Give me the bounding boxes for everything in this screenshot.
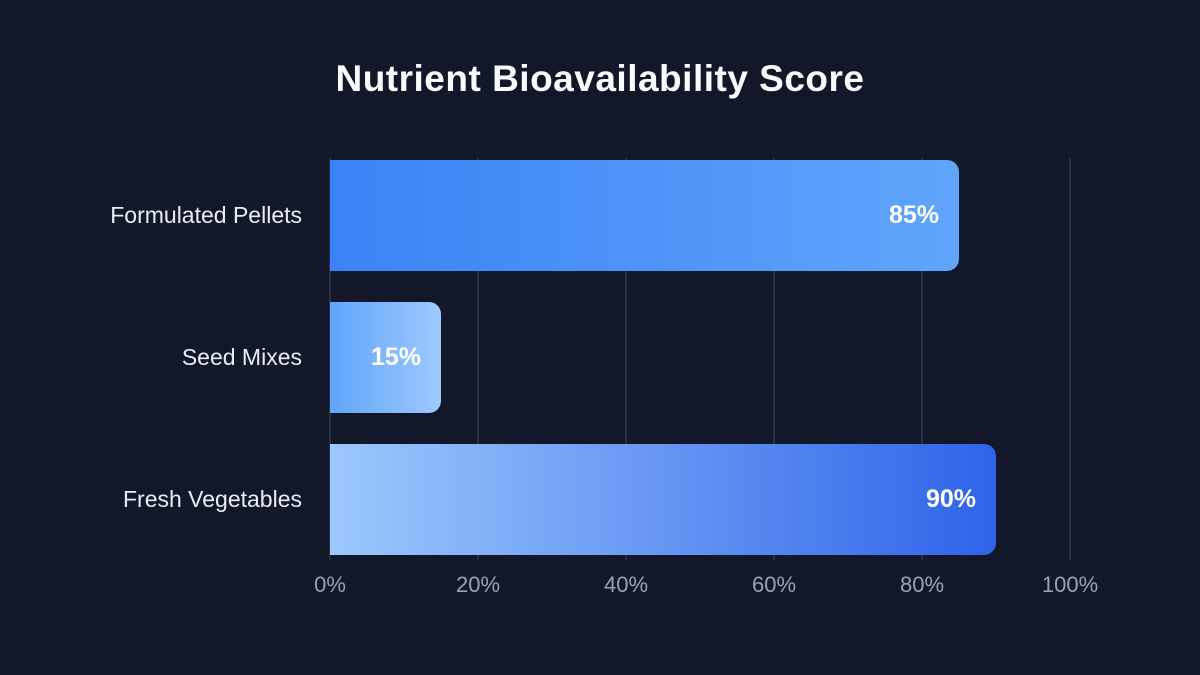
chart-title: Nutrient Bioavailability Score xyxy=(335,58,865,99)
category-label: Fresh Vegetables xyxy=(122,486,302,512)
value-label: 90% xyxy=(925,485,976,513)
gridline-20 xyxy=(477,158,479,560)
value-label: 15% xyxy=(370,343,421,371)
gridline-80 xyxy=(921,158,923,560)
x-tick-label-40: 40% xyxy=(603,572,649,597)
x-tick-label-20: 20% xyxy=(455,572,501,597)
bar-row-formulated-pellets: Formulated Pellets 85% xyxy=(0,160,1200,271)
gridline-40 xyxy=(625,158,627,560)
bar-fresh-vegetables: 90% xyxy=(330,444,996,555)
category-label: Formulated Pellets xyxy=(110,202,302,228)
gridline-100 xyxy=(1069,158,1071,560)
x-tick-label-80: 80% xyxy=(899,572,945,597)
bar-formulated-pellets: 85% xyxy=(330,160,959,271)
x-tick-label-60: 60% xyxy=(751,572,797,597)
category-label: Seed Mixes xyxy=(181,344,302,370)
value-label: 85% xyxy=(888,201,939,229)
bar-row-seed-mixes: Seed Mixes 15% xyxy=(0,302,1200,413)
x-tick-label-100: 100% xyxy=(1041,572,1099,597)
bar-row-fresh-vegetables: Fresh Vegetables 90% xyxy=(0,444,1200,555)
gridline-60 xyxy=(773,158,775,560)
x-tick-label-0: 0% xyxy=(314,572,346,597)
bar-seed-mixes: 15% xyxy=(330,302,441,413)
